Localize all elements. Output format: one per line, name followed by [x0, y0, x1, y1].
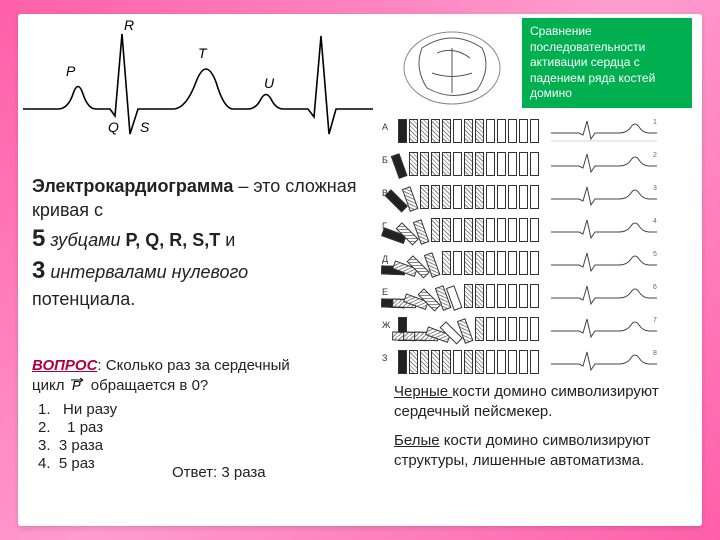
heart-sketch — [382, 18, 522, 108]
definition-text: Электрокардиограмма – это сложная кривая… — [32, 174, 382, 312]
slide-card: P Q R S T U Сравнение последовательности… — [18, 14, 702, 526]
svg-text:8: 8 — [653, 350, 657, 357]
svg-text:3: 3 — [653, 185, 657, 192]
svg-text:5: 5 — [653, 251, 657, 258]
domino-row: А 1 — [382, 110, 692, 143]
ecg-label-p: P — [66, 63, 76, 79]
question-text: ВОПРОС: Сколько раз за сердечный цикл P … — [32, 356, 392, 397]
domino-row: Д 5 — [382, 242, 692, 275]
svg-text:1: 1 — [653, 119, 657, 126]
ecg-label-r: R — [124, 17, 134, 33]
option: 3. 3 раза — [38, 437, 392, 454]
legend-notes: Черные кости домино символизируют сердеч… — [394, 382, 688, 480]
domino-row: Е 6 — [382, 275, 692, 308]
ecg-label-u: U — [264, 75, 275, 91]
answer-text: Ответ: 3 раза — [172, 464, 266, 481]
domino-row: Ж 7 — [382, 308, 692, 341]
green-caption-box: Сравнение последовательности активации с… — [522, 18, 692, 108]
ecg-strip: P Q R S T U — [18, 14, 378, 159]
p-vector-icon: P — [69, 377, 87, 395]
svg-text:6: 6 — [653, 284, 657, 291]
domino-block: Сравнение последовательности активации с… — [382, 18, 692, 378]
option: 2. 1 раз — [38, 419, 392, 436]
term: Электрокардиограмма — [32, 176, 233, 196]
options-list: 1. Ни разу 2. 1 раз 3. 3 раза 4. 5 раз — [32, 401, 392, 472]
green-caption-text: Сравнение последовательности активации с… — [530, 24, 655, 100]
domino-row: Г 4 — [382, 209, 692, 242]
ecg-label-s: S — [140, 119, 150, 135]
svg-text:7: 7 — [653, 317, 657, 324]
svg-text:2: 2 — [653, 152, 657, 159]
legend-white: Белые кости домино символизируют структу… — [394, 431, 688, 470]
domino-row: В 3 — [382, 176, 692, 209]
domino-row: Б 2 — [382, 143, 692, 176]
svg-text:4: 4 — [653, 218, 657, 225]
ecg-label-t: T — [198, 45, 208, 61]
legend-black: Черные кости домино символизируют сердеч… — [394, 382, 688, 421]
question-block: ВОПРОС: Сколько раз за сердечный цикл P … — [32, 356, 392, 473]
option: 1. Ни разу — [38, 401, 392, 418]
ecg-label-q: Q — [108, 119, 119, 135]
domino-rows: А 1 Б 2 В 3 Г 4 — [382, 110, 692, 374]
domino-row: З 8 — [382, 341, 692, 374]
